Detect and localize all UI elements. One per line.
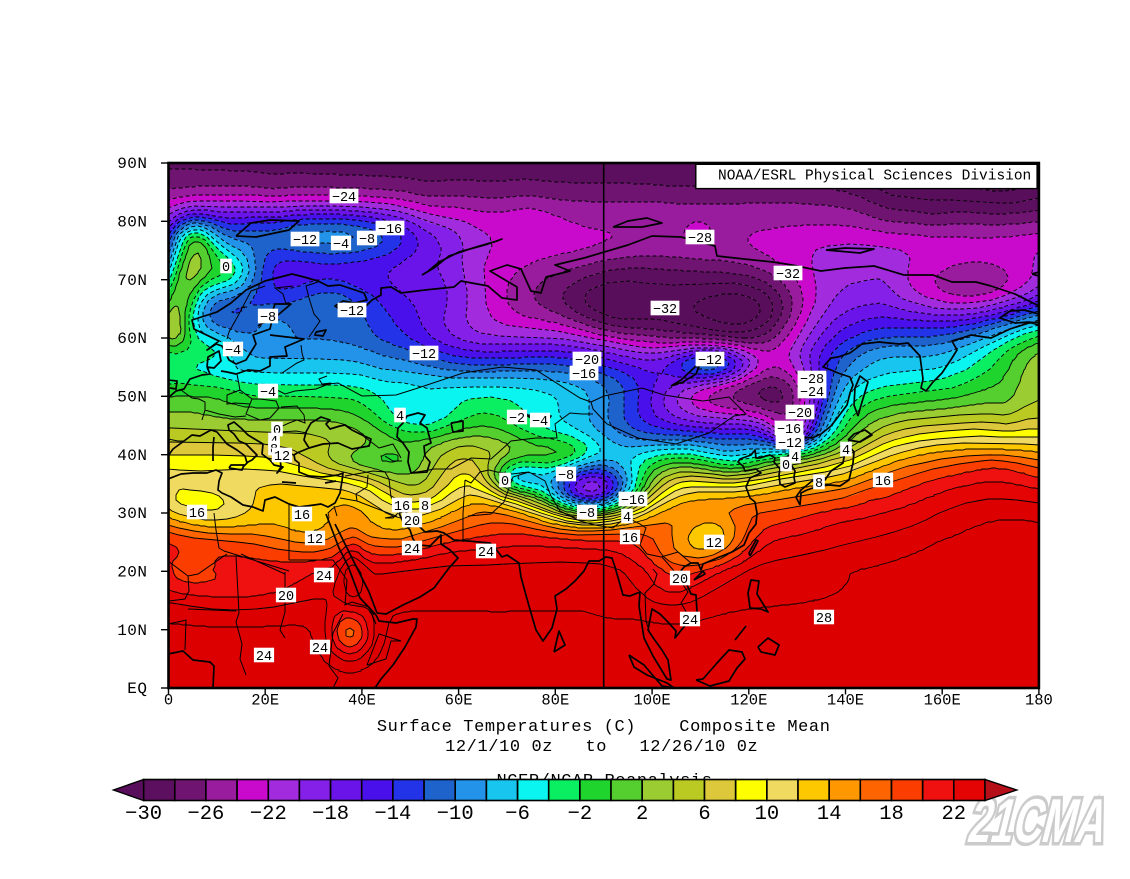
svg-text:10: 10: [755, 803, 780, 826]
svg-text:−4: −4: [333, 238, 349, 253]
svg-text:−22: −22: [250, 803, 287, 826]
svg-text:10N: 10N: [117, 622, 147, 640]
svg-text:−12: −12: [412, 348, 436, 363]
svg-text:−24: −24: [800, 386, 824, 401]
svg-text:4: 4: [842, 444, 850, 459]
svg-text:−8: −8: [260, 311, 276, 326]
svg-text:−12: −12: [778, 437, 802, 452]
svg-text:EQ: EQ: [127, 680, 147, 698]
svg-text:−20: −20: [788, 407, 812, 422]
svg-text:22: 22: [941, 803, 966, 826]
svg-text:80N: 80N: [117, 214, 147, 232]
svg-text:4: 4: [623, 511, 631, 526]
svg-text:0: 0: [501, 475, 509, 490]
svg-text:24: 24: [404, 543, 420, 558]
svg-text:20: 20: [278, 590, 294, 605]
svg-text:60E: 60E: [445, 692, 473, 710]
svg-text:50N: 50N: [117, 389, 147, 407]
svg-text:120E: 120E: [730, 692, 767, 710]
svg-text:24: 24: [316, 570, 332, 585]
svg-text:12: 12: [706, 537, 722, 552]
svg-text:−2: −2: [509, 412, 525, 427]
svg-text:12: 12: [274, 450, 290, 465]
svg-text:20: 20: [672, 573, 688, 588]
svg-text:NOAA/ESRL Physical Sciences Di: NOAA/ESRL Physical Sciences Division: [718, 169, 1031, 185]
svg-text:0: 0: [164, 692, 173, 710]
svg-text:−6: −6: [505, 803, 530, 826]
svg-text:−24: −24: [332, 191, 356, 206]
svg-text:−16: −16: [621, 494, 645, 509]
svg-text:14: 14: [817, 803, 842, 826]
svg-text:−26: −26: [187, 803, 224, 826]
svg-text:8: 8: [421, 500, 429, 515]
svg-text:80E: 80E: [541, 692, 569, 710]
svg-text:90N: 90N: [117, 155, 147, 173]
svg-text:12: 12: [307, 533, 323, 548]
svg-text:140E: 140E: [827, 692, 864, 710]
svg-text:24: 24: [256, 650, 272, 665]
svg-text:16: 16: [189, 507, 205, 522]
svg-text:20: 20: [404, 515, 420, 530]
svg-text:24: 24: [682, 614, 698, 629]
svg-text:20E: 20E: [251, 692, 279, 710]
svg-text:−10: −10: [437, 803, 474, 826]
svg-text:−16: −16: [777, 423, 801, 438]
svg-text:0: 0: [222, 261, 230, 276]
svg-text:−12: −12: [698, 354, 722, 369]
svg-text:16: 16: [622, 532, 638, 547]
svg-text:−4: −4: [260, 386, 276, 401]
svg-text:16: 16: [394, 500, 410, 515]
svg-text:−28: −28: [688, 232, 712, 247]
svg-text:Surface Temperatures (C) Co: Surface Temperatures (C) Composite Mean: [377, 718, 831, 737]
svg-text:18: 18: [879, 803, 904, 826]
svg-text:160E: 160E: [924, 692, 961, 710]
svg-text:−18: −18: [312, 803, 349, 826]
svg-text:60N: 60N: [117, 330, 147, 348]
svg-text:4: 4: [396, 410, 404, 425]
svg-text:−20: −20: [575, 354, 599, 369]
svg-text:16: 16: [294, 509, 310, 524]
svg-text:−8: −8: [359, 233, 375, 248]
svg-text:6: 6: [698, 803, 710, 826]
svg-text:−14: −14: [374, 803, 411, 826]
svg-text:8: 8: [815, 477, 823, 492]
svg-text:−12: −12: [340, 305, 364, 320]
svg-text:−16: −16: [378, 223, 402, 238]
svg-text:−4: −4: [532, 415, 548, 430]
svg-text:12/1/10 0z to 12/26/10 0z: 12/1/10 0z to 12/26/10 0z: [445, 738, 758, 757]
svg-text:−8: −8: [558, 469, 574, 484]
svg-text:20N: 20N: [117, 564, 147, 582]
svg-text:100E: 100E: [633, 692, 670, 710]
svg-text:0: 0: [273, 424, 281, 439]
svg-text:4: 4: [791, 451, 799, 466]
svg-text:−32: −32: [653, 303, 677, 318]
svg-text:−2: −2: [568, 803, 593, 826]
svg-text:−4: −4: [225, 344, 241, 359]
svg-text:70N: 70N: [117, 272, 147, 290]
svg-text:24: 24: [478, 546, 494, 561]
svg-text:2: 2: [636, 803, 648, 826]
svg-text:40N: 40N: [117, 447, 147, 465]
svg-text:−32: −32: [776, 268, 800, 283]
svg-text:40E: 40E: [348, 692, 376, 710]
svg-text:16: 16: [875, 475, 891, 490]
svg-text:−16: −16: [572, 368, 596, 383]
svg-text:30N: 30N: [117, 505, 147, 523]
svg-text:180: 180: [1025, 692, 1053, 710]
svg-text:0: 0: [782, 459, 790, 474]
svg-text:−8: −8: [579, 507, 595, 522]
svg-text:−12: −12: [293, 234, 317, 249]
svg-text:24: 24: [312, 642, 328, 657]
svg-text:28: 28: [816, 612, 832, 627]
svg-text:−30: −30: [125, 803, 162, 826]
